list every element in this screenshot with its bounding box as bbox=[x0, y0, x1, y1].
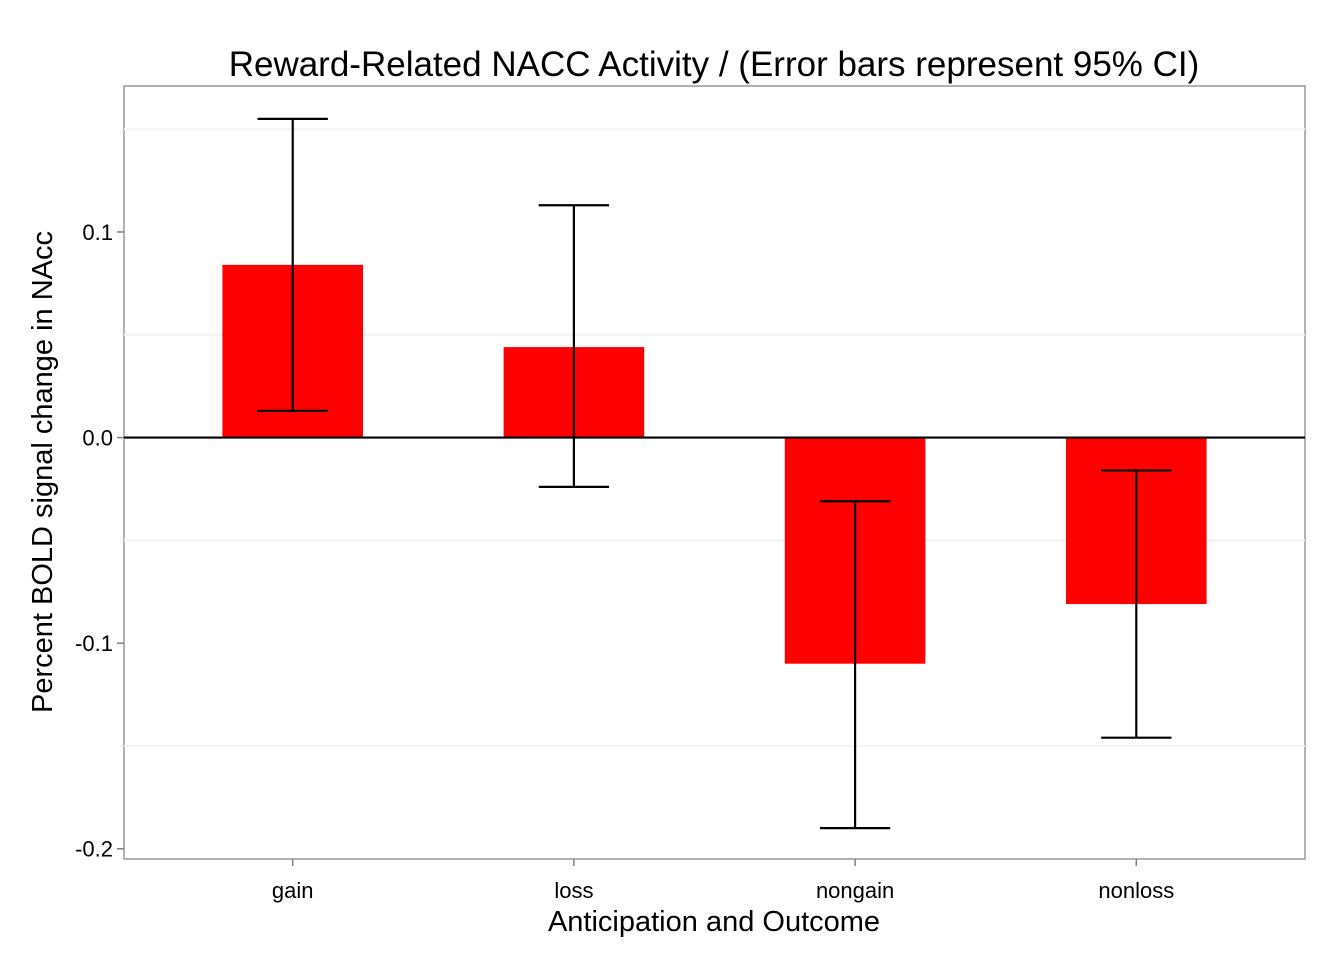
chart-title: Reward-Related NACC Activity / (Error ba… bbox=[229, 45, 1200, 84]
y-axis: -0.2 -0.1 0.0 0.1 bbox=[75, 220, 124, 862]
y-tick-label: -0.2 bbox=[75, 837, 113, 862]
x-axis: gain loss nongain nonloss bbox=[272, 859, 1174, 903]
y-tick-label: 0.1 bbox=[82, 220, 113, 245]
y-tick-label: 0.0 bbox=[82, 426, 113, 451]
error-bars-group bbox=[257, 117, 1172, 830]
y-axis-title: Percent BOLD signal change in NAcc bbox=[27, 231, 59, 713]
error-bar-gain bbox=[257, 117, 328, 412]
x-axis-title: Anticipation and Outcome bbox=[548, 906, 880, 938]
error-bar-nonloss bbox=[1101, 469, 1172, 739]
error-bar-nongain bbox=[819, 500, 891, 830]
y-tick-label: -0.1 bbox=[75, 631, 113, 656]
x-tick-label-nongain: nongain bbox=[816, 878, 894, 903]
x-tick-label-loss: loss bbox=[554, 878, 593, 903]
x-tick-label-nonloss: nonloss bbox=[1098, 878, 1174, 903]
x-tick-label-gain: gain bbox=[272, 878, 314, 903]
error-bar-loss bbox=[538, 204, 610, 488]
